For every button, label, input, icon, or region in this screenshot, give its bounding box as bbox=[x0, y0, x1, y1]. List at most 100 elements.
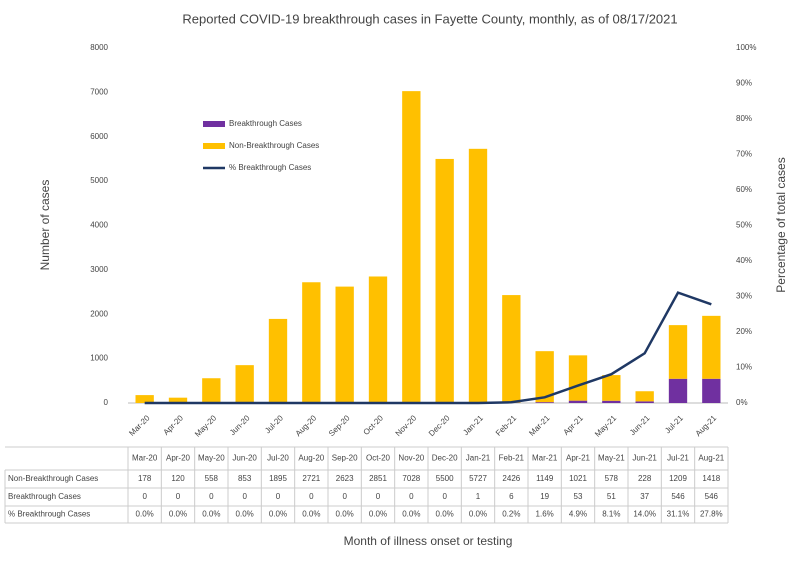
table-cell: 178 bbox=[138, 474, 152, 483]
bar bbox=[202, 378, 221, 403]
bar bbox=[402, 91, 421, 403]
x-tick-label: May-21 bbox=[593, 413, 619, 439]
table-header: Feb-21 bbox=[499, 454, 525, 463]
table-cell: 1 bbox=[476, 492, 481, 501]
table-cell: 2851 bbox=[369, 474, 387, 483]
y-tick-label: 0 bbox=[104, 398, 109, 407]
line bbox=[144, 291, 712, 405]
legend-label: Breakthrough Cases bbox=[229, 119, 302, 128]
table-cell: 0 bbox=[176, 492, 181, 501]
y2-tick-label: 70% bbox=[736, 150, 752, 159]
table-cell: 1209 bbox=[669, 474, 687, 483]
table-cell: 853 bbox=[238, 474, 252, 483]
y2-axis-label: Percentage of total cases bbox=[774, 157, 788, 292]
y-tick-label: 2000 bbox=[90, 309, 108, 318]
table-cell: 51 bbox=[607, 492, 616, 501]
table-cell: 2623 bbox=[336, 474, 354, 483]
table-cell: 0.0% bbox=[336, 510, 354, 519]
table-header: Mar-20 bbox=[132, 454, 158, 463]
table-header: Jul-20 bbox=[267, 454, 289, 463]
y-tick-label: 7000 bbox=[90, 87, 108, 96]
table-cell: 558 bbox=[205, 474, 219, 483]
y2-tick-label: 80% bbox=[736, 114, 752, 123]
y2-tick-label: 40% bbox=[736, 256, 752, 265]
table-cell: 0.0% bbox=[236, 510, 254, 519]
table-cell: 1021 bbox=[569, 474, 587, 483]
y2-tick-label: 20% bbox=[736, 327, 752, 336]
y2-tick-label: 30% bbox=[736, 292, 752, 301]
x-tick-label: Sep-20 bbox=[327, 413, 352, 438]
bar bbox=[335, 286, 354, 403]
table-cell: 8.1% bbox=[602, 510, 620, 519]
bar bbox=[635, 401, 654, 403]
table-cell: 37 bbox=[640, 492, 649, 501]
table-cell: 0 bbox=[142, 492, 147, 501]
table-cell: 5727 bbox=[469, 474, 487, 483]
bar bbox=[168, 397, 188, 403]
table-cell: 0.0% bbox=[136, 510, 154, 519]
y-tick-label: 1000 bbox=[90, 354, 108, 363]
table-cell: 7028 bbox=[402, 474, 420, 483]
y2-tick-label: 50% bbox=[736, 221, 752, 230]
table-cell: 1149 bbox=[536, 474, 554, 483]
chart-title: Reported COVID-19 breakthrough cases in … bbox=[182, 11, 677, 26]
table-cell: 120 bbox=[171, 474, 185, 483]
table-cell: 228 bbox=[638, 474, 652, 483]
x-tick-label: May-20 bbox=[193, 413, 219, 439]
table-cell: 0.0% bbox=[436, 510, 454, 519]
table-cell: 1.6% bbox=[536, 510, 554, 519]
table-cell: 546 bbox=[671, 492, 685, 501]
table-header: Oct-20 bbox=[366, 454, 391, 463]
y2-tick-label: 100% bbox=[736, 43, 756, 52]
table-header: Jul-21 bbox=[667, 454, 689, 463]
table-row-label: Non-Breakthrough Cases bbox=[8, 474, 98, 483]
x-tick-label: Oct-20 bbox=[362, 413, 386, 437]
legend-swatch bbox=[203, 121, 225, 127]
legend-label: Non-Breakthrough Cases bbox=[229, 141, 319, 150]
table-cell: 578 bbox=[605, 474, 619, 483]
bar bbox=[135, 395, 154, 403]
bar bbox=[602, 400, 621, 403]
bar bbox=[435, 158, 454, 403]
bar bbox=[668, 325, 688, 379]
table-cell: 2721 bbox=[302, 474, 320, 483]
bar bbox=[668, 378, 688, 403]
x-tick-label: Jun-21 bbox=[628, 413, 652, 437]
table-header: May-21 bbox=[598, 454, 625, 463]
bar bbox=[235, 365, 254, 403]
table-cell: 0.0% bbox=[469, 510, 487, 519]
x-tick-label: Jan-21 bbox=[461, 413, 485, 437]
bar bbox=[702, 315, 721, 379]
y-tick-label: 8000 bbox=[90, 43, 108, 52]
table-header: Aug-21 bbox=[698, 454, 724, 463]
x-tick-label: Feb-21 bbox=[494, 413, 519, 438]
x-tick-label: Jul-20 bbox=[263, 413, 285, 435]
table-header: Aug-20 bbox=[298, 454, 324, 463]
table-cell: 0.0% bbox=[269, 510, 287, 519]
y2-tick-label: 10% bbox=[736, 363, 752, 372]
table-cell: 1418 bbox=[702, 474, 720, 483]
x-tick-label: Jun-20 bbox=[228, 413, 252, 437]
y2-tick-label: 60% bbox=[736, 185, 752, 194]
x-tick-label: Aug-21 bbox=[694, 413, 719, 438]
x-tick-label: Jul-21 bbox=[663, 413, 685, 435]
bar bbox=[602, 375, 621, 401]
table-row-label: % Breakthrough Cases bbox=[8, 510, 90, 519]
table-cell: 0 bbox=[242, 492, 247, 501]
table-cell: 0 bbox=[209, 492, 214, 501]
table-cell: 2426 bbox=[502, 474, 520, 483]
table-cell: 0.0% bbox=[302, 510, 320, 519]
bar bbox=[368, 276, 388, 403]
x-tick-label: Nov-20 bbox=[394, 413, 419, 438]
table-cell: 27.8% bbox=[700, 510, 723, 519]
table-cell: 5500 bbox=[436, 474, 454, 483]
bar bbox=[568, 400, 588, 403]
y-tick-label: 6000 bbox=[90, 132, 108, 141]
table-cell: 0.0% bbox=[169, 510, 187, 519]
table-cell: 0 bbox=[276, 492, 281, 501]
table-cell: 1895 bbox=[269, 474, 287, 483]
legend-swatch bbox=[203, 143, 225, 149]
table-cell: 0.2% bbox=[502, 510, 520, 519]
bar bbox=[635, 391, 654, 402]
table-cell: 0 bbox=[309, 492, 314, 501]
